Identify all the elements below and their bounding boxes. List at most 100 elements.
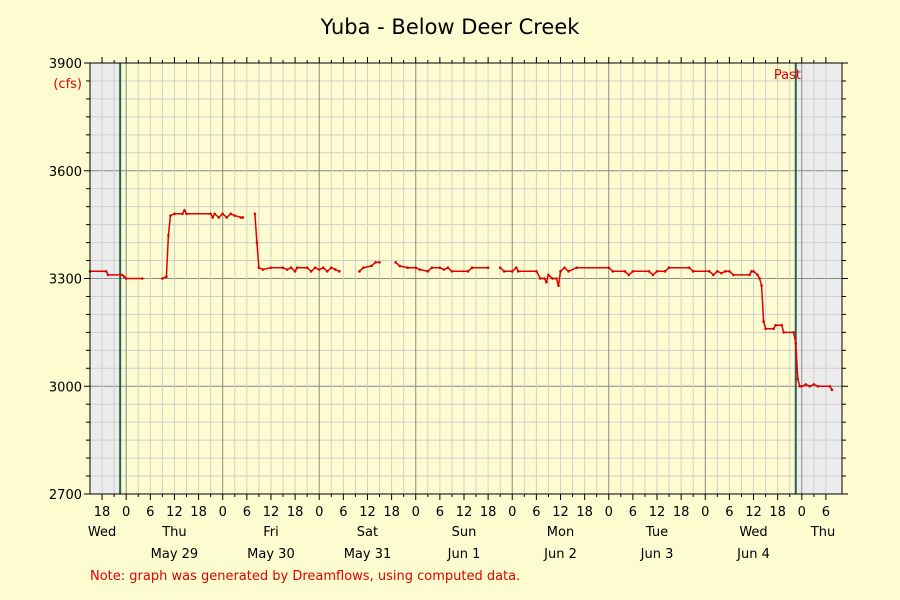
data-point [281,266,285,270]
y-tick-label: 3600 [49,165,82,180]
data-point [782,331,785,334]
data-point [707,270,711,273]
x-hour-label: 18 [190,505,207,520]
data-point [728,270,731,273]
data-point [124,277,128,280]
data-point [233,214,237,217]
data-point [173,212,176,216]
data-point [253,212,257,216]
x-hour-label: 0 [798,505,806,520]
data-point [426,270,430,273]
data-point [120,273,124,277]
y-tick-label: 3900 [49,57,82,72]
data-point [792,331,796,334]
data-point [321,266,325,270]
y-tick-label: 2700 [49,488,82,503]
x-hour-label: 6 [822,505,830,520]
data-point [329,266,333,270]
data-point [295,266,299,270]
data-point [370,264,373,268]
data-point [446,266,450,270]
data-point [394,261,397,264]
data-point [687,266,691,270]
x-hour-label: 12 [649,505,666,520]
data-point [667,266,671,270]
data-point [607,266,611,270]
x-hour-label: 0 [219,505,227,520]
data-point [545,280,548,284]
data-point [211,216,214,219]
data-point [305,266,309,270]
series-line-segment [358,261,380,272]
data-point [830,388,834,392]
data-point [106,273,110,277]
series-line-segment [499,266,833,391]
data-point [498,266,502,270]
x-day-label: Mon [547,525,574,540]
data-point [309,270,313,273]
data-point [418,268,422,271]
data-point [812,383,816,386]
x-date-label: May 29 [151,547,199,562]
data-point [255,241,259,244]
x-date-label: Jun 3 [640,547,674,562]
data-point [516,270,520,273]
x-day-label: Sun [452,525,477,540]
data-point [406,266,409,270]
grid [90,62,842,495]
past-label: Past [774,68,801,83]
x-hour-label: 0 [605,505,613,520]
x-hour-label: 18 [94,505,111,520]
x-hour-label: 0 [508,505,516,520]
data-point [239,216,243,219]
data-point [758,277,761,280]
chart-title: Yuba - Below Deer Creek [320,15,581,39]
data-point [374,261,377,264]
x-hour-label: 18 [383,505,400,520]
y-axis: 2700 3000 3300 3600 3900 [49,57,848,503]
x-hour-label: 6 [629,505,637,520]
past-boundary-lines [119,63,797,494]
x-date-label: Jun 1 [447,547,481,562]
x-day-label: Sat [357,525,378,540]
data-point [438,266,442,270]
data-point [691,270,695,273]
data-point [313,266,317,270]
data-point [414,266,418,270]
data-point [185,212,188,216]
data-point [543,277,546,280]
data-point [575,266,578,270]
data-point [221,212,225,216]
data-point [104,270,108,273]
data-point [257,266,261,270]
data-point [716,270,719,273]
x-hour-label: 6 [436,505,444,520]
data-point [466,270,470,273]
data-point [772,327,775,331]
data-point [510,270,514,273]
note-text: Note: graph was generated by Dreamflows,… [90,569,520,584]
data-point [183,208,186,212]
data-point [780,323,783,327]
data-point [398,264,401,268]
data-point [655,270,659,273]
flow-series [88,208,834,392]
data-point [732,273,735,277]
x-hour-label: 18 [769,505,786,520]
data-point [557,284,560,287]
data-point [748,273,751,277]
x-hour-label: 12 [552,505,569,520]
data-point [167,234,170,237]
x-date-label: May 30 [247,547,295,562]
data-point [663,270,667,273]
data-point [750,270,753,273]
x-hour-label: 18 [673,505,690,520]
data-point [816,384,820,388]
data-point [378,261,381,264]
x-hour-label: 6 [532,505,540,520]
data-point [627,273,631,277]
data-point [760,284,763,287]
data-point [241,216,245,219]
x-day-label: Tue [645,525,668,540]
